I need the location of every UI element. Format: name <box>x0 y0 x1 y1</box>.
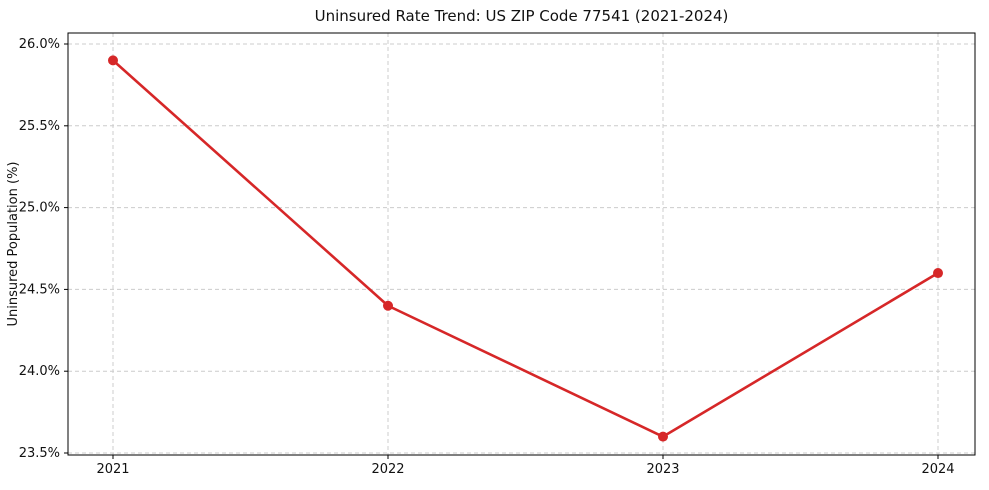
x-tick-label: 2022 <box>371 462 404 477</box>
plot-border <box>67 32 976 456</box>
y-axis-label: Uninsured Population (%) <box>6 161 21 327</box>
y-tick-label: 24.5% <box>19 282 60 297</box>
data-point <box>383 300 393 311</box>
x-tick-label: 2024 <box>921 462 954 477</box>
y-tick-label: 25.5% <box>19 119 60 134</box>
chart-title: Uninsured Rate Trend: US ZIP Code 77541 … <box>314 7 729 25</box>
y-tick-label: 23.5% <box>19 446 60 461</box>
y-tick-label: 24.0% <box>19 364 60 379</box>
data-point <box>933 268 943 279</box>
x-tick-label: 2021 <box>96 462 129 477</box>
trend-line <box>111 59 940 438</box>
x-tick-label: 2023 <box>646 462 679 477</box>
y-tick-label: 26.0% <box>19 37 60 52</box>
data-point <box>658 431 668 442</box>
y-tick-label: 25.0% <box>19 201 60 216</box>
data-point <box>108 55 118 66</box>
